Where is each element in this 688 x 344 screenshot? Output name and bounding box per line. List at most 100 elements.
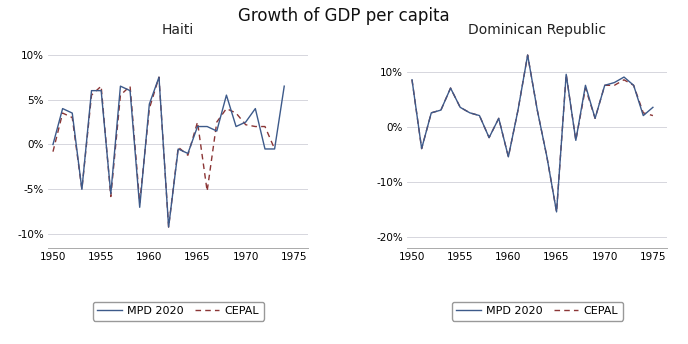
Line: MPD 2020: MPD 2020 — [412, 55, 653, 212]
MPD 2020 — [116, 84, 125, 88]
CEPAL — [485, 136, 493, 140]
MPD 2020 — [552, 210, 561, 214]
MPD 2020 — [145, 102, 153, 106]
CEPAL — [447, 86, 455, 90]
CEPAL — [251, 125, 259, 129]
MPD 2020 — [232, 125, 240, 129]
MPD 2020 — [193, 125, 202, 129]
CEPAL — [87, 93, 96, 97]
MPD 2020 — [280, 84, 288, 88]
MPD 2020 — [562, 72, 570, 76]
MPD 2020 — [261, 147, 269, 151]
CEPAL — [213, 120, 221, 124]
CEPAL — [514, 108, 522, 112]
CEPAL — [261, 125, 269, 129]
MPD 2020 — [87, 88, 96, 93]
CEPAL — [126, 84, 134, 88]
CEPAL — [533, 108, 541, 112]
CEPAL — [222, 107, 230, 111]
CEPAL — [591, 116, 599, 120]
MPD 2020 — [639, 114, 647, 118]
MPD 2020 — [620, 75, 628, 79]
MPD 2020 — [543, 155, 551, 159]
CEPAL — [184, 153, 192, 157]
MPD 2020 — [485, 136, 493, 140]
CEPAL — [552, 210, 561, 214]
MPD 2020 — [418, 147, 426, 151]
CEPAL — [630, 83, 638, 87]
MPD 2020 — [251, 107, 259, 111]
MPD 2020 — [78, 187, 86, 191]
CEPAL — [145, 107, 153, 111]
CEPAL — [610, 83, 619, 87]
MPD 2020 — [174, 147, 182, 151]
CEPAL — [164, 225, 173, 229]
CEPAL — [49, 150, 57, 154]
CEPAL — [495, 116, 503, 120]
MPD 2020 — [68, 111, 76, 115]
CEPAL — [456, 105, 464, 109]
CEPAL — [620, 78, 628, 82]
MPD 2020 — [184, 151, 192, 155]
CEPAL — [437, 108, 445, 112]
MPD 2020 — [630, 83, 638, 87]
CEPAL — [466, 111, 474, 115]
Title: Dominican Republic: Dominican Republic — [469, 23, 606, 37]
CEPAL — [232, 111, 240, 115]
MPD 2020 — [58, 107, 67, 111]
MPD 2020 — [49, 142, 57, 147]
CEPAL — [193, 120, 202, 124]
MPD 2020 — [437, 108, 445, 112]
MPD 2020 — [581, 83, 590, 87]
MPD 2020 — [572, 138, 580, 142]
CEPAL — [174, 145, 182, 149]
MPD 2020 — [164, 225, 173, 229]
MPD 2020 — [107, 192, 115, 196]
Line: MPD 2020: MPD 2020 — [53, 77, 284, 227]
CEPAL — [107, 194, 115, 198]
CEPAL — [97, 84, 105, 88]
MPD 2020 — [447, 86, 455, 90]
CEPAL — [78, 187, 86, 191]
Line: CEPAL: CEPAL — [412, 55, 653, 212]
MPD 2020 — [533, 108, 541, 112]
CEPAL — [639, 111, 647, 115]
MPD 2020 — [408, 78, 416, 82]
CEPAL — [504, 155, 513, 159]
CEPAL — [572, 138, 580, 142]
CEPAL — [562, 72, 570, 76]
MPD 2020 — [456, 105, 464, 109]
MPD 2020 — [514, 108, 522, 112]
CEPAL — [581, 86, 590, 90]
MPD 2020 — [222, 93, 230, 97]
MPD 2020 — [126, 88, 134, 93]
MPD 2020 — [649, 105, 657, 109]
MPD 2020 — [466, 111, 474, 115]
MPD 2020 — [610, 80, 619, 85]
CEPAL — [58, 111, 67, 115]
MPD 2020 — [155, 75, 163, 79]
Line: CEPAL: CEPAL — [53, 77, 275, 227]
Text: Growth of GDP per capita: Growth of GDP per capita — [238, 7, 450, 25]
CEPAL — [543, 155, 551, 159]
MPD 2020 — [524, 53, 532, 57]
MPD 2020 — [203, 125, 211, 129]
CEPAL — [649, 114, 657, 118]
CEPAL — [418, 147, 426, 151]
MPD 2020 — [475, 114, 484, 118]
CEPAL — [116, 93, 125, 97]
CEPAL — [601, 83, 609, 87]
MPD 2020 — [601, 83, 609, 87]
Title: Haiti: Haiti — [162, 23, 195, 37]
MPD 2020 — [270, 147, 279, 151]
MPD 2020 — [136, 205, 144, 209]
MPD 2020 — [591, 116, 599, 120]
Legend: MPD 2020, CEPAL: MPD 2020, CEPAL — [93, 302, 264, 321]
MPD 2020 — [495, 116, 503, 120]
CEPAL — [408, 78, 416, 82]
MPD 2020 — [504, 155, 513, 159]
CEPAL — [241, 123, 250, 127]
CEPAL — [68, 116, 76, 120]
MPD 2020 — [241, 120, 250, 124]
MPD 2020 — [213, 129, 221, 133]
